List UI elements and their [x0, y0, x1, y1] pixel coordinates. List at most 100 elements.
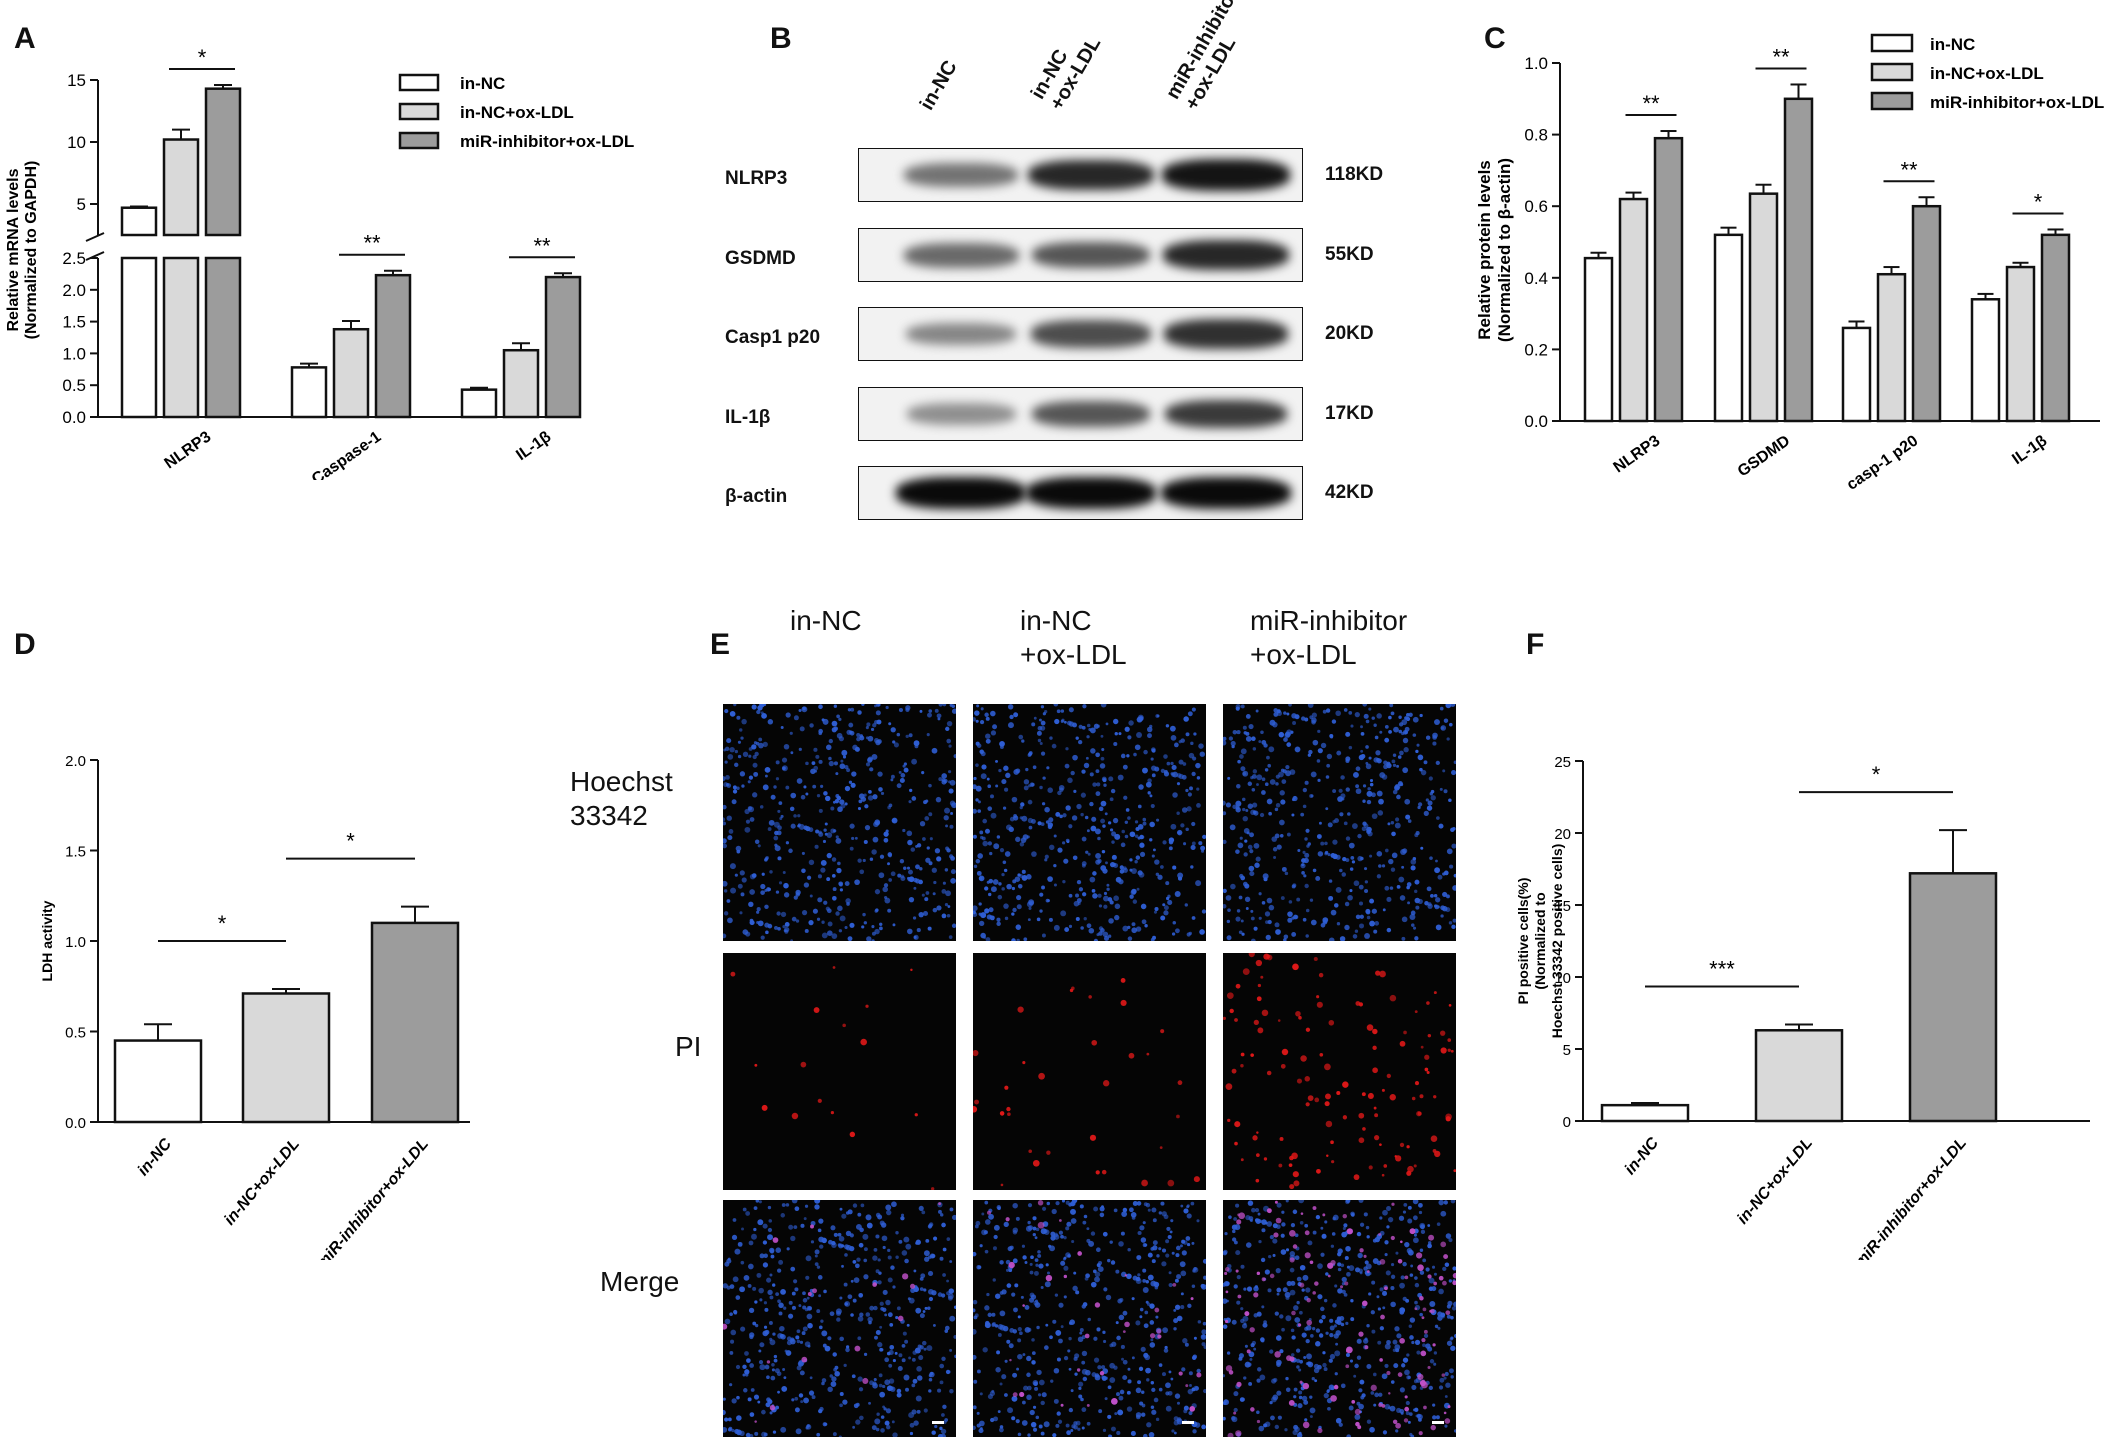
microscopy-row-label: Hoechst 33342 [570, 766, 673, 831]
panel-label-c: C [1484, 22, 1506, 55]
blot-protein-label: GSDMD [725, 248, 796, 269]
y-tick-label: 0.0 [62, 408, 86, 427]
category-label: miR-inhibitor+ox-LDL [1852, 1135, 1970, 1260]
category-label: IL-1β [2009, 432, 2050, 468]
axis-break-mark [85, 251, 105, 261]
panel-label-d: D [14, 628, 36, 661]
panel-label-e: E [710, 628, 731, 661]
y-tick-label: 0.8 [1524, 126, 1548, 145]
significance-mark: * [2034, 189, 2043, 214]
y-axis-label: PI positive cells(%) [1515, 878, 1531, 1005]
bar [113, 1039, 203, 1124]
blot-protein-label: Casp1 p20 [725, 327, 821, 348]
legend-label: in-NC [460, 74, 505, 93]
category-label: NLRP3 [162, 428, 215, 472]
blot-band [896, 477, 1026, 509]
microscopy-image [973, 704, 1206, 941]
bar [2040, 233, 2071, 423]
y-tick-label: 20 [1554, 826, 1571, 843]
bar [241, 992, 331, 1124]
axis-break-mark [85, 232, 105, 242]
bar [1583, 256, 1614, 423]
category-label: Caspase-1 [309, 428, 384, 480]
bar [332, 327, 370, 419]
blot-size-label: 55KD [1325, 244, 1374, 265]
blot-lane-box [858, 148, 1303, 202]
y-axis-label: Hoechst 33342 positive cells) [1549, 844, 1565, 1039]
category-label: in-NC [135, 1135, 176, 1179]
y-tick-label: 2.0 [65, 753, 86, 770]
y-tick-label: 0.0 [1524, 412, 1548, 431]
y-tick-label: 0.5 [62, 376, 86, 395]
bar [1911, 204, 1942, 423]
blot-lane-box [858, 387, 1303, 441]
blot-protein-label: NLRP3 [725, 168, 788, 189]
blot-band [1164, 319, 1288, 349]
blot-band [1032, 241, 1150, 269]
microscopy-image [723, 953, 956, 1190]
bar [120, 206, 158, 237]
y-axis-label: Relative protein levels [1475, 160, 1494, 340]
bar [1600, 1103, 1690, 1123]
legend-swatch [398, 131, 440, 150]
significance-mark: ** [1772, 44, 1790, 69]
legend-label: in-NC+ox-LDL [460, 103, 574, 122]
bar [374, 273, 412, 419]
y-tick-label: 15 [67, 71, 86, 90]
y-tick-label: 5 [77, 195, 86, 214]
bar [204, 256, 242, 419]
bar [1908, 872, 1998, 1123]
y-tick-label: 0.0 [65, 1115, 86, 1132]
y-tick-label: 25 [1554, 754, 1571, 771]
chart-a-mrna-levels: 0.0 0.5 1.0 1.5 2.0 2.5 5 10 15 Relative mRNA lev… [5, 45, 634, 480]
blot-size-label: 20KD [1325, 323, 1374, 344]
y-tick-label: 2.5 [62, 249, 86, 268]
bar [204, 87, 242, 237]
bar [120, 256, 158, 419]
bar [290, 366, 328, 419]
microscopy-column-label: in-NC +ox-LDL [1020, 605, 1127, 670]
y-tick-label: 0.5 [65, 1025, 86, 1042]
microscopy-image [1223, 953, 1456, 1190]
y-axis-label: (Normalized to GAPDH) [23, 161, 40, 340]
category-label: casp-1 p20 [1844, 432, 1922, 493]
y-axis-label: (Normalized to [1532, 892, 1548, 989]
significance-mark: * [1872, 762, 1881, 787]
chart-d-ldh-activity: 0.0 0.5 1.0 1.5 2.0 LDH activity in-NC in-NC+ox… [39, 753, 470, 1260]
panel-label-a: A [14, 22, 36, 55]
legend-label: in-NC [1930, 35, 1975, 54]
bar [1783, 97, 1814, 423]
significance-mark: ** [1900, 157, 1918, 182]
significance-mark: *** [1709, 957, 1735, 982]
y-axis-label: (Normalized to β-actin) [1495, 158, 1514, 342]
significance-mark: ** [1642, 91, 1660, 116]
legend-swatch [1870, 33, 1914, 53]
blot-band [1026, 477, 1156, 509]
legend-swatch [1870, 91, 1914, 111]
blot-band [906, 402, 1016, 426]
blot-lane-box [858, 228, 1303, 282]
category-label: NLRP3 [1611, 432, 1664, 476]
legend-label: in-NC+ox-LDL [1930, 64, 2044, 83]
blot-protein-label: IL-1β [725, 407, 771, 428]
panel-label-b: B [770, 22, 792, 55]
y-tick-label: 10 [67, 133, 86, 152]
microscopy-image [1223, 1200, 1456, 1437]
microscopy-column-label: miR-inhibitor +ox-LDL [1250, 605, 1408, 670]
bar [162, 256, 200, 419]
y-tick-label: 15 [1554, 898, 1571, 915]
y-tick-label: 1.0 [62, 344, 86, 363]
category-label: IL-1β [513, 428, 554, 464]
microscopy-column-label: in-NC [790, 605, 862, 636]
blot-column-label: in-NC [915, 56, 962, 114]
blot-lane-box [858, 307, 1303, 361]
y-axis-label: Relative mRNA levels [5, 168, 22, 331]
chart-c-protein-levels: 0.0 0.2 0.4 0.6 0.8 1.0 Relative protein level… [1475, 33, 2104, 494]
y-tick-label: 0 [1563, 1114, 1571, 1131]
bar [1970, 298, 2001, 423]
category-label: in-NC+ox-LDL [1734, 1135, 1816, 1228]
bar [1754, 1029, 1844, 1123]
blot-band [903, 242, 1019, 268]
blot-band [904, 162, 1018, 188]
significance-mark: ** [533, 233, 551, 258]
